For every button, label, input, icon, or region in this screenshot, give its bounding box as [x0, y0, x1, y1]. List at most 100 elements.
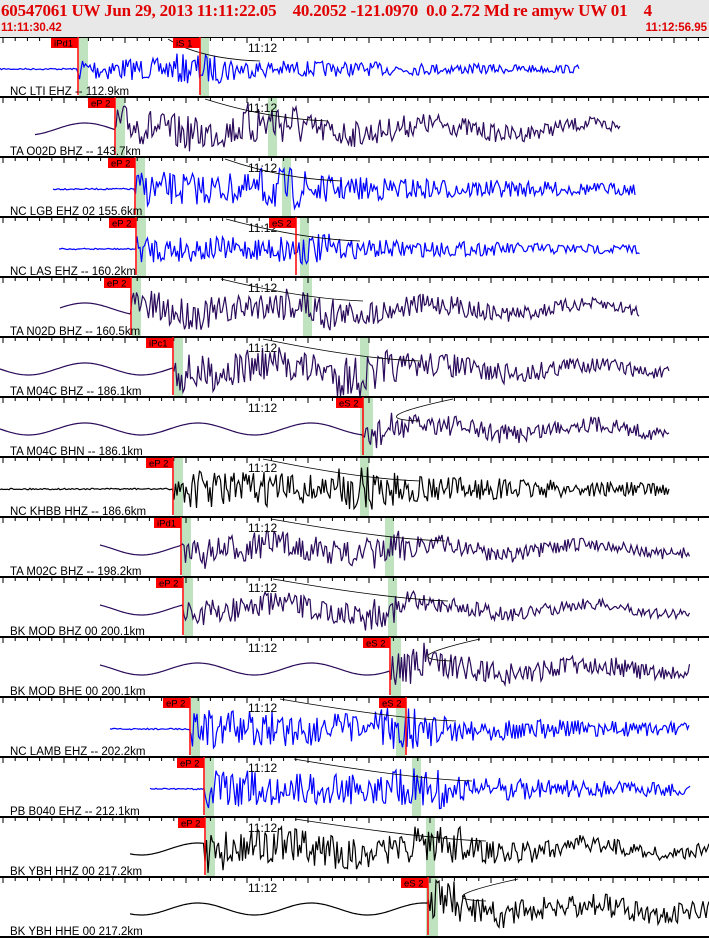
trace-row[interactable]: 11:12 iPd1 TA M02C BHZ -- 198.2km [0, 516, 709, 578]
predicted-arrival-curve [224, 158, 343, 182]
event-header: 60547061 UW Jun 29, 2013 11:11:22.05 40.… [0, 0, 709, 37]
station-label: BK YBH HHE 00 217.2km [10, 926, 143, 938]
trace-row[interactable]: 11:12 iPc1 TA M04C BHZ -- 186.1km [0, 336, 709, 398]
trace-row[interactable]: 11:12 eS 2 BK YBH HHE 00 217.2km [0, 876, 709, 938]
p-window-band [116, 97, 125, 157]
predicted-arrival-curve [262, 338, 421, 362]
trace-row[interactable]: 11:12 eP 2 NC LGB EHZ 02 155.6km [0, 156, 709, 218]
start-time: 11:11:30.42 [1, 22, 62, 34]
waveform [59, 288, 640, 331]
waveform [0, 347, 670, 398]
pick-flag[interactable] [269, 218, 296, 228]
trace-row[interactable]: 11:12 iPd1 iS 1 NC LTI EHZ -- 112.9km [0, 37, 709, 98]
station-label: TA N02D BHZ -- 160.5km [10, 326, 140, 338]
seismogram-panel[interactable]: 11:12 iPd1 iS 1 NC LTI EHZ -- 112.9km 11:12 e… [0, 37, 709, 938]
minute-label: 11:12 [248, 101, 277, 115]
station-label: TA O02D BHZ -- 143.7km [10, 146, 141, 158]
minute-label: 11:12 [248, 41, 277, 55]
pick-flag[interactable] [178, 818, 205, 828]
s-window-band [396, 697, 405, 757]
pick-flag[interactable] [154, 518, 181, 528]
pick-label: eP 2 [112, 219, 131, 230]
trace-row[interactable]: 11:12 eP 2 BK YBH HHZ 00 217.2km [0, 816, 709, 878]
pick-flag[interactable] [173, 38, 200, 48]
minute-label: 11:12 [248, 341, 277, 355]
predicted-arrival-curve [462, 878, 519, 902]
pick-flag[interactable] [146, 458, 173, 468]
waveform [0, 412, 670, 449]
station-label: NC LTI EHZ -- 112.9km [10, 86, 129, 98]
trace-row[interactable]: 11:12 eP 2 BK MOD BHZ 00 200.1km [0, 576, 709, 638]
waveform [58, 233, 640, 266]
p-window-band [132, 277, 141, 337]
pick-flag[interactable] [363, 638, 390, 648]
station-label: TA M02C BHZ -- 198.2km [10, 566, 141, 578]
station-label: NC LAMB EHZ -- 202.2km [10, 746, 145, 758]
predicted-arrival-curve [204, 98, 329, 122]
pick-label: eP 2 [149, 459, 168, 470]
end-time: 11:12:56.95 [645, 22, 707, 34]
pick-label: eP 2 [111, 159, 130, 170]
predicted-arrival-curve [220, 278, 364, 302]
s-window-band [303, 277, 312, 337]
pick-label: eS 2 [339, 399, 359, 410]
waveform [99, 642, 691, 688]
pick-flag[interactable] [109, 218, 136, 228]
pick-flag[interactable] [88, 98, 115, 108]
waveform [99, 530, 691, 569]
predicted-arrival-curve [294, 818, 487, 842]
pick-label: eP 2 [159, 579, 178, 590]
pick-flag[interactable] [177, 758, 204, 768]
pick-flag[interactable] [108, 158, 135, 168]
minute-label: 11:12 [248, 641, 277, 655]
pick-flag[interactable] [146, 338, 173, 348]
pick-label: eP 2 [181, 819, 200, 830]
pick-label: iS 1 [176, 39, 192, 50]
trace-row[interactable]: 11:12 eP 2 NC KHBB HHZ -- 186.6km [0, 456, 709, 518]
waveform [109, 707, 690, 750]
trace-row[interactable]: 11:12 eS 2 BK MOD BHE 00 200.1km [0, 636, 709, 698]
pick-label: eP 2 [107, 279, 126, 290]
predicted-arrival-curve [262, 458, 421, 482]
waveform [52, 166, 636, 211]
s-window-band [268, 97, 277, 157]
waveform [129, 825, 709, 873]
pick-label: iPd1 [157, 519, 176, 530]
pick-flag[interactable] [336, 398, 363, 408]
minute-label: 11:12 [248, 161, 277, 175]
trace-row[interactable]: 11:12 eS 2 TA M04C BHN -- 186.1km [0, 396, 709, 458]
station-label: TA M04C BHN -- 186.1km [10, 446, 143, 458]
predicted-arrival-curve [272, 578, 449, 602]
predicted-arrival-curve [396, 398, 454, 422]
station-label: NC KHBB HHZ -- 186.6km [10, 506, 146, 518]
s-window-band [392, 637, 401, 697]
pick-flag[interactable] [104, 278, 131, 288]
predicted-arrival-curve [293, 758, 473, 782]
pick-flag[interactable] [163, 698, 190, 708]
minute-label: 11:12 [248, 701, 277, 715]
pick-label: eS 2 [272, 219, 292, 230]
p-window-band [136, 157, 145, 217]
s-window-band [385, 517, 394, 577]
pick-flag[interactable] [379, 698, 406, 708]
station-label: BK YBH HHZ 00 217.2km [10, 866, 142, 878]
predicted-arrival-curve [270, 518, 446, 542]
station-label: BK MOD BHE 00 200.1km [10, 686, 146, 698]
minute-label: 11:12 [248, 581, 277, 595]
waveform [129, 878, 709, 929]
pick-flag[interactable] [401, 878, 428, 888]
pick-flag[interactable] [51, 38, 78, 48]
trace-row[interactable]: 11:12 eP 2 eS 2 NC LAMB EHZ -- 202.2km [0, 696, 709, 758]
minute-label: 11:12 [248, 461, 277, 475]
pick-flag[interactable] [156, 578, 183, 588]
s-window-band [282, 157, 291, 217]
event-title: 60547061 UW Jun 29, 2013 11:11:22.05 40.… [1, 1, 652, 20]
trace-row[interactable]: 11:12 eP 2 PB B040 EHZ -- 212.1km [0, 756, 709, 818]
waveform [149, 768, 691, 810]
trace-row[interactable]: 11:12 eP 2 TA O02D BHZ -- 143.7km [0, 96, 709, 158]
pick-label: eS 2 [366, 639, 386, 650]
trace-row[interactable]: 11:12 eP 2 TA N02D BHZ -- 160.5km [0, 276, 709, 338]
waveform [0, 53, 580, 85]
minute-label: 11:12 [248, 521, 277, 535]
